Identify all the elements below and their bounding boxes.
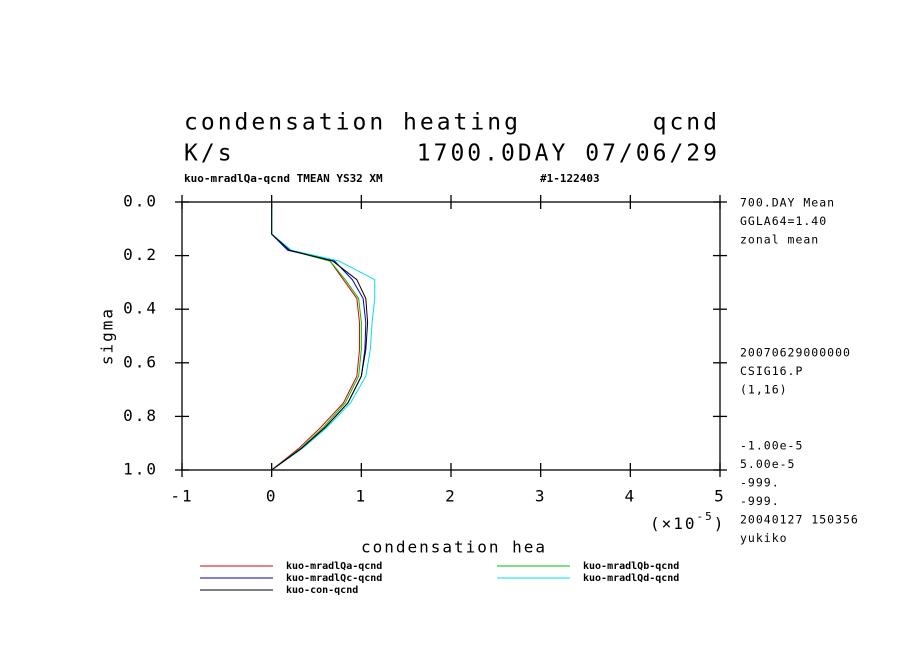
variable: qcnd — [653, 110, 720, 136]
y-tick-label: 0.6 — [123, 352, 158, 371]
x-tick-label: 1 — [356, 487, 368, 506]
y-tick-label: 0.2 — [123, 245, 158, 264]
y-tick-label: 0.0 — [123, 192, 158, 211]
info-text: (1,16) — [740, 383, 788, 397]
info-text: -999. — [740, 494, 780, 508]
x-tick-label: -1 — [170, 487, 193, 506]
x-axis-label: condensation hea — [361, 538, 547, 557]
legend-label: kuo-mradlQd-qcnd — [583, 573, 679, 584]
series-line — [271, 202, 362, 471]
y-axis-label: sigma — [98, 307, 117, 365]
run-id: #1-122403 — [540, 172, 600, 185]
info-text: -999. — [740, 476, 780, 490]
y-tick-label: 0.8 — [123, 406, 158, 425]
x-tick-label: 2 — [445, 487, 457, 506]
series-line — [271, 202, 369, 471]
multiplier-close: ) — [714, 514, 726, 533]
info-text: 20070629000000 — [740, 346, 851, 360]
info-text: yukiko — [740, 531, 788, 545]
legend-label: kuo-con-qcnd — [286, 585, 358, 596]
subtitle: kuo-mradlQa-qcnd TMEAN YS32 XM — [184, 172, 383, 185]
legend-label: kuo-mradlQc-qcnd — [286, 573, 382, 584]
y-tick-label: 0.4 — [123, 299, 158, 318]
info-text: 5.00e-5 — [740, 457, 795, 471]
info-text: zonal mean — [740, 233, 819, 247]
date: 1700.0DAY 07/06/29 — [417, 141, 720, 167]
info-text: CSIG16.P — [740, 364, 803, 378]
x-tick-label: 3 — [535, 487, 547, 506]
legend-label: kuo-mradlQb-qcnd — [583, 561, 679, 572]
info-text: -1.00e-5 — [740, 439, 803, 453]
info-text: GGLA64=1.40 — [740, 214, 827, 228]
info-text: 700.DAY Mean — [740, 196, 835, 210]
y-tick-label: 1.0 — [123, 460, 158, 479]
info-text: 20040127 150356 — [740, 513, 859, 527]
series-line — [271, 202, 361, 471]
x-tick-label: 4 — [625, 487, 637, 506]
x-multiplier: (×10-5) — [650, 510, 725, 533]
multiplier-base: (×10 — [650, 514, 697, 533]
multiplier-exponent: -5 — [697, 510, 714, 523]
legend-label: kuo-mradlQa-qcnd — [286, 561, 382, 572]
x-tick-label: 5 — [714, 487, 726, 506]
chart-title: condensation heating — [184, 110, 521, 136]
x-tick-label: 0 — [266, 487, 278, 506]
units: K/s — [184, 141, 235, 167]
plot-frame — [181, 201, 721, 471]
